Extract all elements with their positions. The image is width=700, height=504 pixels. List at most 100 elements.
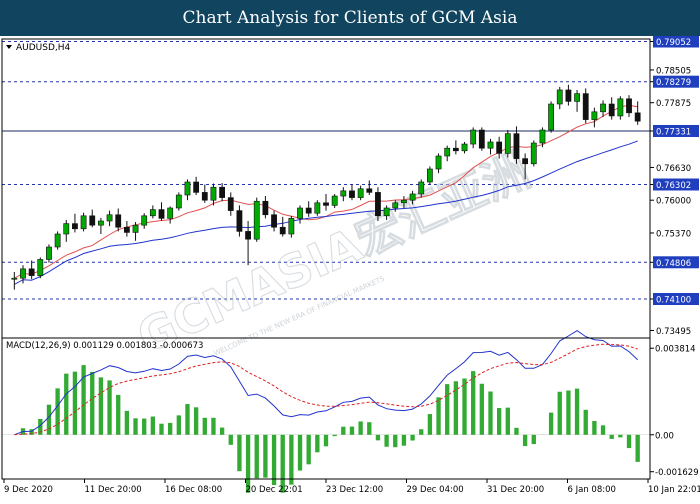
price-tick-label-8: 0.75370 [656,229,691,239]
candle-body [504,133,511,154]
price-label-box-0 [653,35,699,48]
time-tick-label-4: 23 Dec 12:00 [326,485,383,495]
candle-body [305,207,312,214]
candle-25 [227,192,234,216]
candle-69 [608,97,615,120]
candle-50 [444,145,451,162]
candle-body [426,168,433,183]
candle-8 [80,212,87,232]
candle-55 [487,138,494,155]
candle-57 [504,130,511,158]
candle-body [20,268,26,279]
candle-body [470,129,477,145]
candle-29 [262,196,269,219]
time-tick-label-8: 10 Jan 22:01 [648,485,700,495]
price-tick-label-5: 0.76630 [656,164,691,174]
candle-body [11,277,18,280]
candle-18 [167,206,174,224]
candle-body [331,195,338,206]
time-tick-label-5: 29 Dec 04:00 [407,485,464,495]
candle-body [132,224,139,233]
time-tick-label-1: 11 Dec 20:00 [85,485,142,495]
macd-tick-label-2: -0.001629 [655,468,699,478]
price-label-box-6 [653,178,699,191]
candle-body [539,129,546,144]
candle-body [72,223,78,230]
candle-21 [193,176,200,195]
candle-71 [626,95,632,117]
candle-43 [383,205,390,220]
candle-body [418,181,425,195]
candle-36 [323,193,329,211]
axes: 0.79052 0.78505 0.78279 0.77875 0.77331 0.766… [1,35,700,495]
candle-body [98,220,104,226]
candle-51 [452,140,459,155]
candle-48 [426,166,433,185]
candle-body [626,98,632,114]
candle-41 [366,180,373,195]
candle-11 [106,210,113,227]
candle-body [175,194,182,209]
candle-body [167,207,174,219]
candle-23 [210,183,217,206]
candle-7 [72,213,78,233]
price-label-box-4 [653,124,699,137]
candle-body [574,93,580,102]
candle-24 [219,183,226,202]
candle-body [513,133,520,159]
candle-0 [11,271,18,290]
candle-61 [539,127,546,148]
candle-26 [236,205,243,237]
candle-body [565,89,572,102]
candle-body [149,209,156,217]
time-tick-label-3: 20 Dec 22:01 [246,485,303,495]
candle-22 [201,184,208,203]
price-pane [11,84,641,290]
candle-body [617,98,624,117]
price-label-box-10 [653,293,699,305]
time-tick-label-0: 9 Dec 2020 [4,485,53,495]
candle-body [582,93,589,120]
candle-body [556,89,563,105]
candle-53 [470,127,477,149]
candle-body [461,143,468,152]
symbol-dropdown-icon[interactable] [6,45,12,49]
candle-body [193,181,200,193]
candle-body [106,214,113,222]
candle-body [548,103,554,131]
candle-34 [305,201,312,217]
candle-15 [141,213,148,229]
candle-body [435,155,442,170]
candle-body [340,190,347,197]
price-tick-label-2: 0.78279 [656,78,691,88]
candle-42 [375,187,381,221]
candle-64 [565,84,572,106]
candle-body [444,147,451,157]
candle-body [288,218,295,235]
price-tick-label-0: 0.79052 [656,38,691,48]
candle-63 [556,86,563,110]
candle-body [219,186,226,198]
candle-67 [591,107,598,128]
macd-line [14,330,639,436]
candle-body [184,181,191,196]
candle-body [478,129,485,149]
candle-body [366,188,373,193]
candle-body [236,210,243,232]
candle-body [201,192,208,201]
candle-body [123,226,130,233]
candle-20 [184,179,191,201]
candle-33 [297,205,303,224]
candle-body [227,197,234,211]
price-tick-label-11: 0.73495 [656,327,691,337]
candle-body [115,214,122,228]
candle-52 [461,141,468,154]
price-frame [1,38,651,339]
candle-58 [513,126,520,164]
candle-body [279,226,286,235]
price-tick-label-6: 0.76302 [656,181,691,191]
macd-tick-label-0: 0.003814 [655,345,696,355]
candle-9 [89,209,96,228]
candle-2 [28,260,35,280]
moving-average-2 [14,140,638,285]
